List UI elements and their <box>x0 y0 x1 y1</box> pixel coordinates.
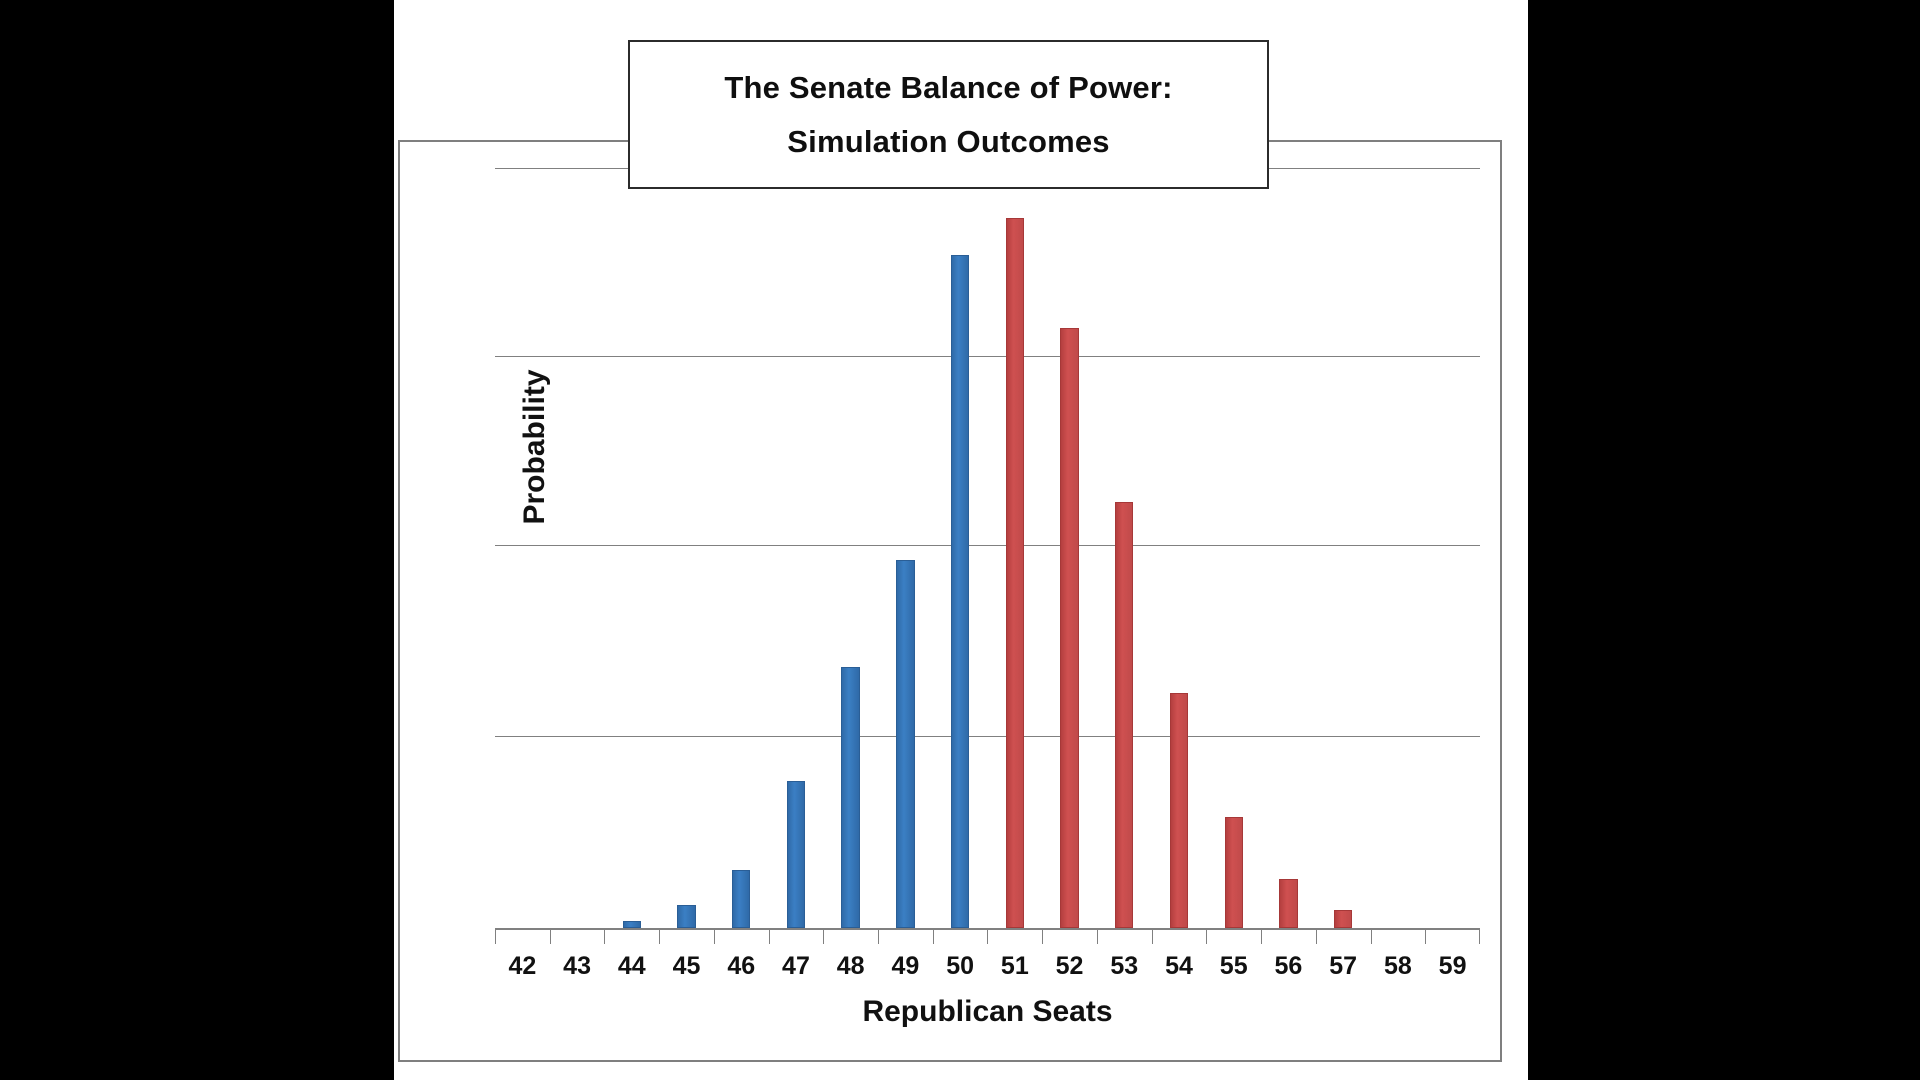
x-tick <box>604 928 659 946</box>
x-tick <box>878 928 933 946</box>
bar-45[interactable] <box>677 905 696 928</box>
tick-mark <box>768 928 770 944</box>
x-tick <box>549 928 605 946</box>
x-tick-label: 55 <box>1219 952 1248 980</box>
x-tick <box>768 928 824 946</box>
tick-mark <box>1042 928 1044 944</box>
bar-51[interactable] <box>1005 218 1025 928</box>
tick-mark <box>1370 928 1372 944</box>
x-tick <box>495 928 550 946</box>
x-tick-label: 59 <box>1438 952 1467 980</box>
tick-mark <box>1315 928 1317 944</box>
x-tick <box>1096 928 1152 946</box>
tick-mark <box>1151 928 1153 944</box>
x-tick <box>987 928 1042 946</box>
x-tick-label: 51 <box>1000 952 1029 980</box>
bar-slot <box>550 168 605 928</box>
tick-mark <box>987 928 989 944</box>
x-tick <box>932 928 988 946</box>
bar-series <box>495 168 1480 928</box>
x-tick-label: 48 <box>836 952 865 980</box>
tick-mark <box>1096 928 1098 944</box>
tick-mark <box>823 928 825 944</box>
x-tick <box>1315 928 1371 946</box>
tick-mark <box>1425 928 1427 944</box>
bar-slot <box>1261 168 1316 928</box>
x-tick-label: 57 <box>1329 952 1358 980</box>
x-tick <box>1261 928 1316 946</box>
x-tick-label: 50 <box>946 952 975 980</box>
x-tick-label: 45 <box>672 952 701 980</box>
bar-slot <box>933 168 988 928</box>
tick-mark <box>1261 928 1263 944</box>
bar-slot <box>1425 168 1480 928</box>
x-tick-label: 53 <box>1110 952 1139 980</box>
chart-frame <box>398 140 1502 1062</box>
chart-title-line-1: The Senate Balance of Power: <box>724 69 1173 105</box>
bar-slot <box>604 168 659 928</box>
bar-slot <box>714 168 769 928</box>
bar-52[interactable] <box>1060 328 1079 928</box>
bar-49[interactable] <box>896 560 915 928</box>
x-tick-label: 46 <box>727 952 756 980</box>
gridline <box>495 356 1480 357</box>
x-tick <box>1425 928 1480 946</box>
x-tick <box>713 928 769 946</box>
x-tick-label: 44 <box>617 952 646 980</box>
bar-slot <box>1042 168 1097 928</box>
bar-slot <box>1371 168 1426 928</box>
gridline <box>495 736 1480 737</box>
bar-slot <box>1206 168 1261 928</box>
bar-56[interactable] <box>1279 879 1298 928</box>
bar-44[interactable] <box>622 921 641 928</box>
tick-mark <box>713 928 715 944</box>
bar-55[interactable] <box>1224 817 1243 928</box>
x-tick-label: 56 <box>1274 952 1303 980</box>
x-axis-tick-labels: 42 43 44 45 46 47 48 49 50 51 52 53 54 55 56 57 58 59 <box>495 946 1480 986</box>
bar-47[interactable] <box>786 781 806 928</box>
x-tick <box>1042 928 1097 946</box>
tick-mark <box>1206 928 1208 944</box>
tick-mark <box>878 928 880 944</box>
x-tick <box>659 928 714 946</box>
tick-mark <box>1478 928 1480 944</box>
bar-slot <box>1316 168 1371 928</box>
bar-slot <box>878 168 933 928</box>
x-axis-ticks <box>495 928 1480 946</box>
x-tick-label: 43 <box>563 952 591 980</box>
y-axis-title: Probability <box>518 369 551 525</box>
bar-50[interactable] <box>950 255 970 928</box>
bar-48[interactable] <box>841 667 860 928</box>
tick-mark <box>659 928 661 944</box>
bar-slot <box>823 168 878 928</box>
x-tick-label: 58 <box>1383 952 1412 980</box>
x-tick <box>1370 928 1426 946</box>
bar-57[interactable] <box>1333 910 1353 928</box>
x-tick <box>1151 928 1207 946</box>
bar-54[interactable] <box>1169 693 1189 928</box>
chart-title-box: The Senate Balance of Power: Simulation … <box>628 40 1269 189</box>
tick-mark <box>932 928 934 944</box>
chart-title-line-2: Simulation Outcomes <box>787 123 1110 159</box>
bar-slot <box>769 168 824 928</box>
x-tick <box>1206 928 1261 946</box>
tick-mark <box>495 928 496 944</box>
x-tick-label: 52 <box>1055 952 1084 980</box>
tick-mark <box>604 928 606 944</box>
gridline <box>495 545 1480 546</box>
x-tick-label: 49 <box>891 952 920 980</box>
bar-slot <box>1097 168 1152 928</box>
bar-53[interactable] <box>1115 502 1134 928</box>
x-tick-label: 42 <box>508 952 537 980</box>
x-axis-title: Republican Seats <box>862 995 1113 1028</box>
x-tick-label: 47 <box>782 952 810 980</box>
tick-mark <box>549 928 551 944</box>
bar-slot <box>987 168 1042 928</box>
bar-slot <box>659 168 714 928</box>
x-tick <box>823 928 878 946</box>
bar-46[interactable] <box>732 870 751 928</box>
bar-slot <box>1152 168 1207 928</box>
x-tick-label: 54 <box>1165 952 1193 980</box>
